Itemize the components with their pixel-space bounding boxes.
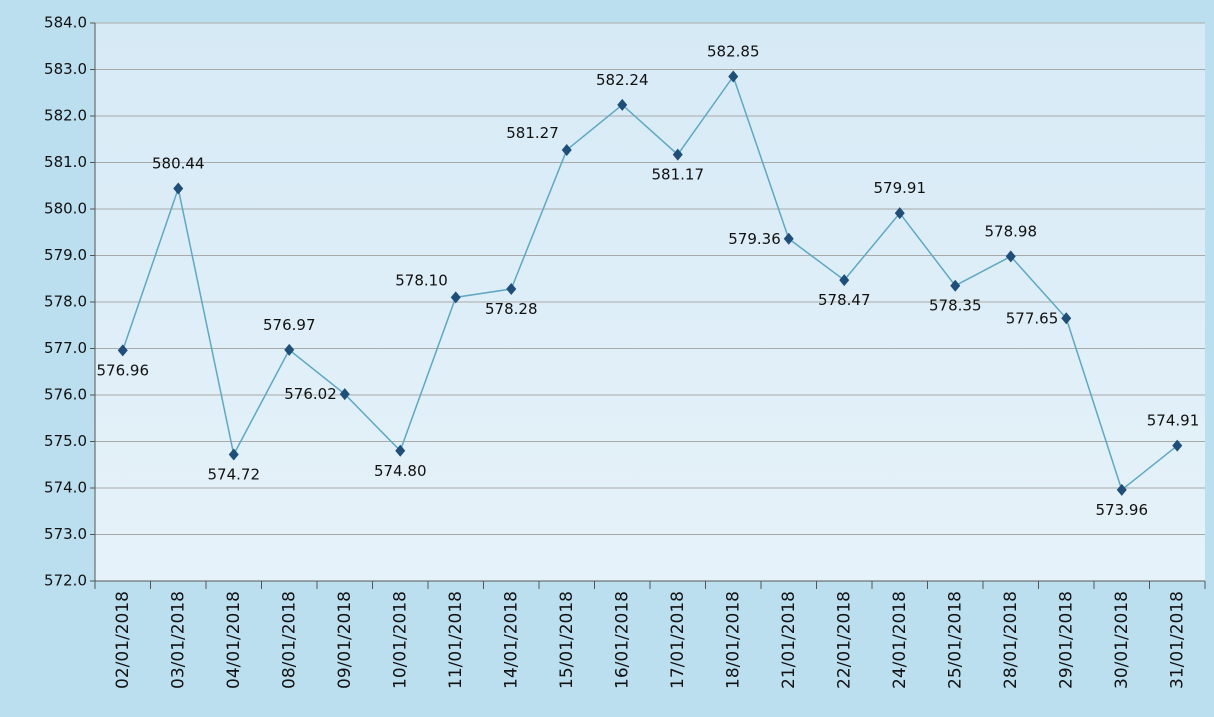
y-tick-label: 579.0: [44, 246, 87, 264]
point: [561, 143, 572, 156]
data-label: 573.96: [1096, 501, 1149, 519]
data-label: 574.91: [1147, 412, 1200, 430]
y-tick-label: 575.0: [44, 432, 87, 450]
x-tick-label: 28/01/2018: [1001, 591, 1021, 689]
x-tick-label: 18/01/2018: [723, 591, 743, 689]
point: [173, 182, 184, 195]
y-tick-label: 584.0: [44, 14, 87, 32]
data-label: 582.85: [707, 42, 760, 60]
y-tick-label: 574.0: [44, 479, 87, 497]
x-tick-label: 08/01/2018: [279, 591, 299, 689]
y-tick-label: 582.0: [44, 107, 87, 125]
x-tick-label: 11/01/2018: [446, 591, 466, 689]
data-label: 578.47: [818, 291, 871, 309]
data-label: 578.35: [929, 297, 982, 315]
data-label: 579.36: [728, 230, 781, 248]
y-tick-label: 577.0: [44, 339, 87, 357]
data-label: 578.28: [485, 300, 538, 318]
x-tick-label: 09/01/2018: [335, 591, 355, 689]
point: [117, 344, 128, 357]
x-tick-label: 22/01/2018: [834, 591, 854, 689]
point: [950, 279, 961, 292]
data-label: 576.96: [97, 361, 150, 379]
x-tick-label: 25/01/2018: [945, 591, 965, 689]
point: [1116, 483, 1127, 496]
y-tick-label: 573.0: [44, 525, 87, 543]
x-tick-label: 17/01/2018: [668, 591, 688, 689]
point: [839, 274, 850, 287]
x-tick-label: 21/01/2018: [779, 591, 799, 689]
point: [672, 148, 683, 161]
data-label: 574.80: [374, 462, 427, 480]
x-tick-label: 29/01/2018: [1056, 591, 1076, 689]
point: [450, 291, 461, 304]
data-label: 578.98: [985, 222, 1038, 240]
x-tick-label: 02/01/2018: [113, 591, 133, 689]
x-tick-label: 24/01/2018: [890, 591, 910, 689]
point: [1172, 439, 1183, 452]
x-tick-label: 31/01/2018: [1167, 591, 1187, 689]
data-label: 582.24: [596, 71, 649, 89]
point: [1005, 250, 1016, 263]
x-tick-label: 14/01/2018: [501, 591, 521, 689]
x-tick-label: 04/01/2018: [224, 591, 244, 689]
x-tick-label: 16/01/2018: [612, 591, 632, 689]
data-label: 576.02: [284, 385, 337, 403]
y-tick-label: 583.0: [44, 60, 87, 78]
point: [339, 388, 350, 401]
point: [1061, 312, 1072, 325]
data-label: 580.44: [152, 155, 205, 173]
x-tick-label: 03/01/2018: [168, 591, 188, 689]
point: [783, 232, 794, 245]
y-tick-label: 576.0: [44, 386, 87, 404]
x-tick-label: 15/01/2018: [557, 591, 577, 689]
data-label: 579.91: [874, 179, 927, 197]
y-tick-label: 572.0: [44, 572, 87, 590]
point: [506, 282, 517, 295]
point: [728, 70, 739, 83]
data-label: 581.17: [652, 166, 705, 184]
point: [284, 343, 295, 356]
series-line: [122, 74, 1178, 492]
x-tick-label: 10/01/2018: [390, 591, 410, 689]
data-label: 577.65: [1006, 309, 1059, 327]
point: [894, 207, 905, 220]
y-tick-label: 578.0: [44, 293, 87, 311]
point: [228, 448, 239, 461]
data-label: 574.72: [208, 466, 261, 484]
data-label: 576.97: [263, 316, 316, 334]
y-tick-label: 581.0: [44, 153, 87, 171]
data-label: 578.10: [395, 271, 448, 289]
data-label: 581.27: [506, 124, 559, 142]
point: [617, 98, 628, 111]
x-tick-label: 30/01/2018: [1112, 591, 1132, 689]
y-tick-label: 580.0: [44, 200, 87, 218]
point: [395, 444, 406, 457]
